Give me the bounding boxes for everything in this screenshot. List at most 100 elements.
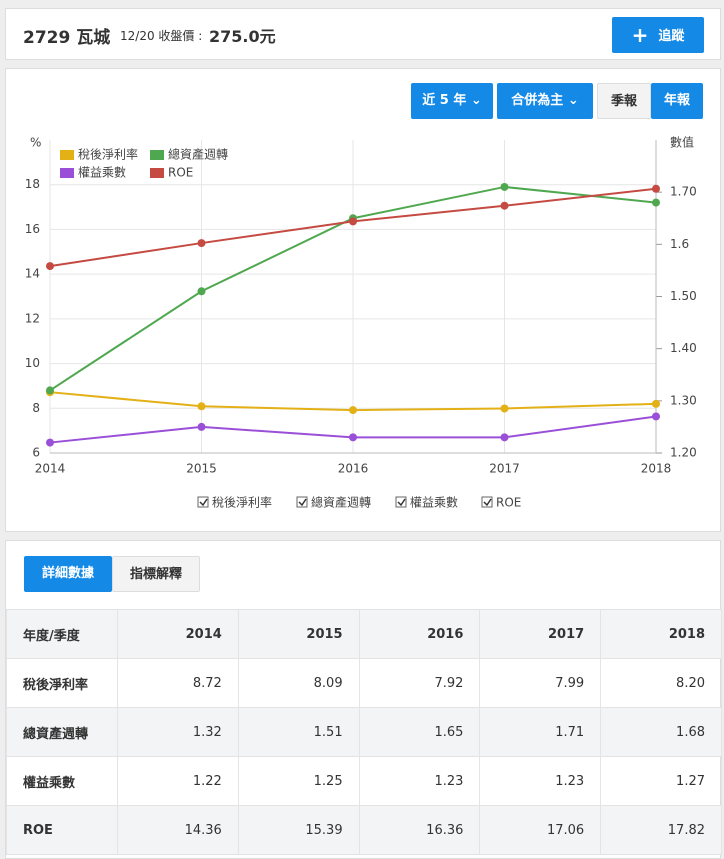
legend-swatch [150,168,164,178]
tab-detail[interactable]: 詳細數據 [24,556,112,592]
table-card: 詳細數據 指標解釋 年度/季度 2014 2015 2016 2017 2018 稅後淨利率… [5,540,722,859]
legend-toggle-label: ROE [496,496,521,510]
table-cell: 1.51 [237,707,360,757]
header-cell: 年度/季度 [6,609,118,659]
y-tick-label: 12 [25,311,40,325]
table-cell: 8.72 [117,658,239,708]
chart: % 數值 6 8 10 12 14 16 18 1.20 1.30 1.40 1.50 1.6 1.70 20… [25,135,697,510]
check-mark [298,498,307,507]
table-cell: 權益乘數 [6,756,118,806]
data-point [349,406,357,415]
data-point [197,287,206,296]
data-point [652,399,660,408]
table-cell: 1.27 [600,756,722,806]
legend-checkbox[interactable] [481,496,493,508]
period-select[interactable]: 近 5 年 ⌄ [411,83,493,119]
y2-tick-label: 1.6 [670,237,689,251]
data-point [349,217,357,226]
header-cell: 2018 [600,609,722,659]
table-cell: 1.65 [358,707,481,757]
table-row: 權益乘數 1.22 1.25 1.23 1.23 1.27 [6,756,722,806]
table-cell: 1.22 [117,756,239,806]
legend-label: ROE [168,166,193,180]
header-card: 2729 瓦城 12/20 收盤價 : 275.0元 + 追蹤 [5,8,721,60]
legend-label: 權益乘數 [78,166,126,180]
header-cell: 2015 [237,609,360,659]
y2-tick-label: 1.30 [670,393,697,407]
y-tick-label: 14 [25,267,40,281]
period-text: 近 5 年 [422,93,467,108]
legend-swatch [60,150,74,160]
header-cell: 2016 [358,609,481,659]
data-point [46,438,54,447]
data-table: 年度/季度 2014 2015 2016 2017 2018 稅後淨利率 8.72 8.09 7.… [6,609,722,855]
follow-text: 追蹤 [658,29,685,44]
y-tick-label: 10 [25,356,40,370]
stock-name: 2729 瓦城 [23,28,111,48]
data-point [500,201,509,210]
y2-tick-label: 1.40 [670,341,697,355]
x-tick-label: 2018 [641,462,672,476]
y-tick-label: 18 [25,177,40,191]
table-cell: 1.23 [479,756,602,806]
table-cell: 稅後淨利率 [6,658,118,708]
table-cell: 1.32 [117,707,239,757]
data-point [349,433,357,442]
table-cell: 15.39 [237,805,360,855]
data-point [500,404,509,413]
data-point [652,412,660,421]
legend-toggle-label: 總資產週轉 [311,495,371,510]
y2-tick-label: 1.50 [670,289,697,303]
legend-toggle-label: 稅後淨利率 [212,495,272,510]
table-row: 稅後淨利率 8.72 8.09 7.92 7.99 8.20 [6,658,722,708]
basis-select[interactable]: 合併為主 ⌄ [497,83,593,119]
check-mark [199,498,208,507]
legend-swatch [150,150,164,160]
y2-tick-label: 1.20 [670,446,697,460]
legend-swatch [60,168,74,178]
table-row: ROE 14.36 15.39 16.36 17.06 17.82 [6,805,722,855]
legend-label: 總資產週轉 [168,147,228,162]
legend-checkbox[interactable] [296,496,308,508]
x-tick-label: 2016 [338,462,369,476]
quarterly-button[interactable]: 季報 [597,83,651,119]
data-point [500,433,509,442]
y2-axis-label: 數值 [670,135,694,150]
chart-card: 近 5 年 ⌄ 合併為主 ⌄ 季報 年報 [5,68,721,532]
legend-checkbox[interactable] [395,496,407,508]
date-label: 12/20 收盤價 : [120,29,203,43]
table-header-row: 年度/季度 2014 2015 2016 2017 2018 [6,609,722,659]
data-point [652,198,660,207]
table-cell: 8.09 [237,658,360,708]
table-cell: 16.36 [358,805,481,855]
check-mark [483,498,492,507]
data-point [197,402,206,411]
legend-toggle-label: 權益乘數 [410,496,458,510]
data-point [197,422,206,431]
table-cell: 7.92 [358,658,481,708]
table-cell: 1.71 [479,707,602,757]
table-cell: 14.36 [117,805,239,855]
follow-button[interactable]: + 追蹤 [612,17,704,53]
table-cell: 17.82 [600,805,722,855]
basis-text: 合併為主 [511,93,564,108]
y-tick-label: 8 [32,401,40,415]
table-cell: 1.68 [600,707,722,757]
price: 275.0元 [209,27,276,46]
x-tick-label: 2015 [186,462,217,476]
data-point [46,386,54,395]
header-cell: 2014 [117,609,239,659]
table-cell: 1.23 [358,756,481,806]
legend-checkbox[interactable] [197,496,209,508]
data-point [46,262,54,271]
data-point [197,239,206,248]
check-mark [397,498,406,507]
x-tick-label: 2014 [35,462,66,476]
x-tick-label: 2017 [489,462,520,476]
tab-explain[interactable]: 指標解釋 [112,556,200,592]
data-point [500,182,509,191]
annual-button[interactable]: 年報 [651,83,703,119]
table-cell: ROE [6,805,118,855]
